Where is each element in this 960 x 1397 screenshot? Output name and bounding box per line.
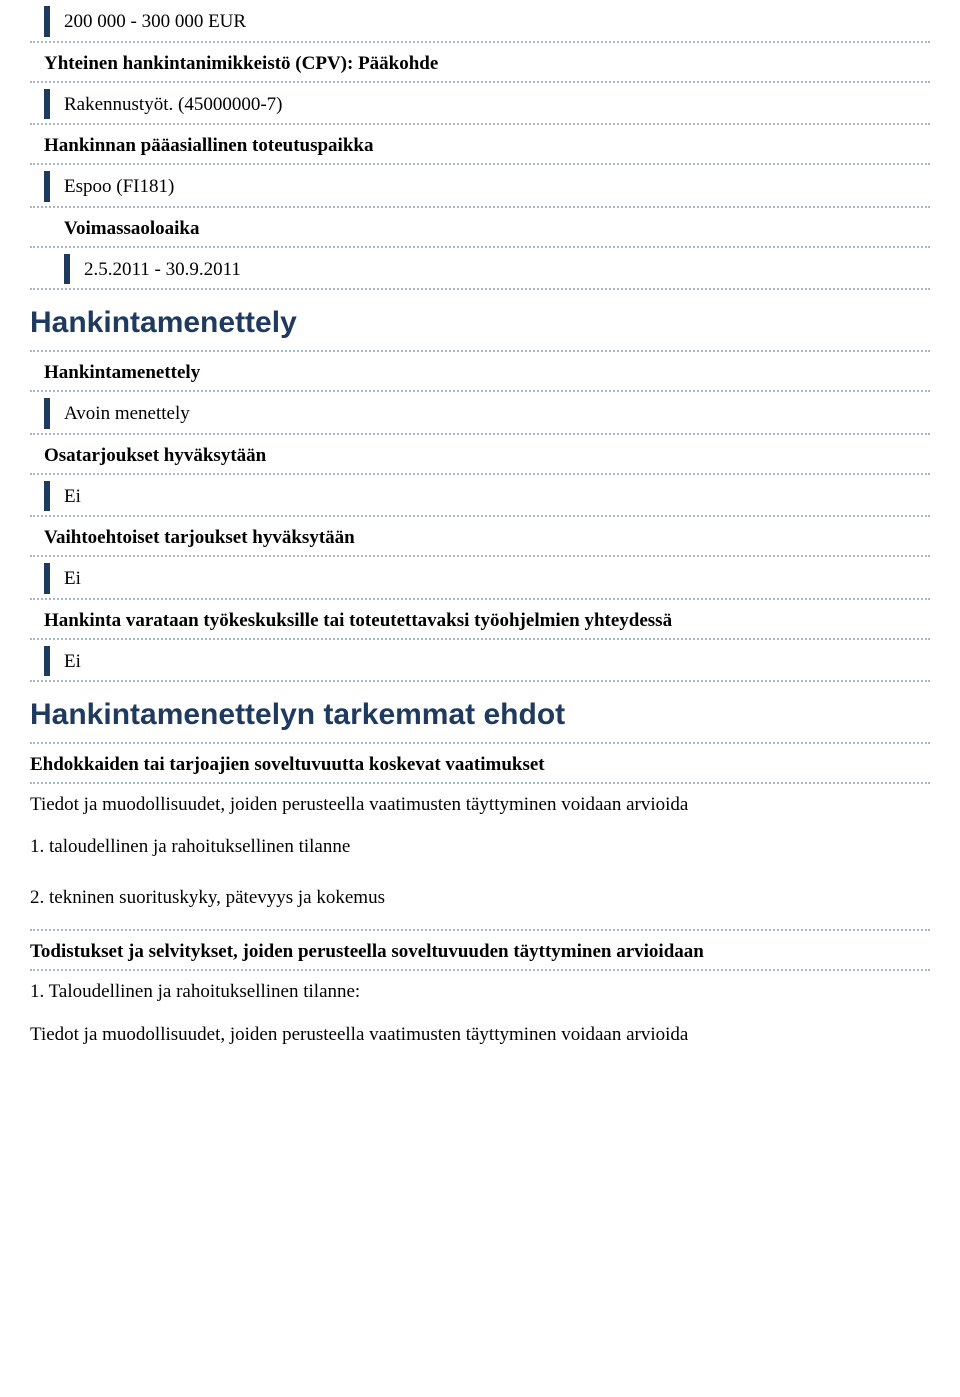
- vertical-bar-icon: [44, 89, 50, 120]
- list-item-2-row: 2. tekninen suorituskyky, pätevyys ja ko…: [30, 869, 930, 931]
- alt-label-row: Vaihtoehtoiset tarjoukset hyväksytään: [30, 517, 930, 557]
- alt-value-row: Ei: [30, 557, 930, 600]
- certs-label-row: Todistukset ja selvitykset, joiden perus…: [30, 931, 930, 971]
- procedure-label: Hankintamenettely: [44, 362, 200, 383]
- validity-label-row: Voimassaoloaika: [30, 208, 930, 248]
- location-value: Espoo (FI181): [64, 171, 930, 202]
- vertical-bar-icon: [44, 646, 50, 677]
- vertical-bar-icon: [44, 398, 50, 429]
- info-line: Tiedot ja muodollisuudet, joiden peruste…: [30, 784, 930, 826]
- list-item-1: 1. taloudellinen ja rahoituksellinen til…: [30, 826, 930, 868]
- partial-label-row: Osatarjoukset hyväksytään: [30, 435, 930, 475]
- cert-item-1: 1. Taloudellinen ja rahoituksellinen til…: [30, 971, 930, 1013]
- vertical-bar-icon: [64, 254, 70, 285]
- reserved-label-row: Hankinta varataan työkeskuksille tai tot…: [30, 600, 930, 640]
- validity-label: Voimassaoloaika: [64, 218, 200, 239]
- section-title-detailed: Hankintamenettelyn tarkemmat ehdot: [30, 690, 930, 736]
- location-label: Hankinnan pääasiallinen toteutuspaikka: [44, 135, 373, 156]
- validity-value: 2.5.2011 - 30.9.2011: [84, 254, 930, 285]
- alt-value: Ei: [64, 563, 930, 594]
- validity-value-row: 2.5.2011 - 30.9.2011: [30, 248, 930, 291]
- candidates-label-row: Ehdokkaiden tai tarjoajien soveltuvuutta…: [30, 744, 930, 784]
- list-item-2: 2. tekninen suorituskyky, pätevyys ja ko…: [30, 877, 930, 923]
- section-title-procurement: Hankintamenettely: [30, 298, 930, 344]
- partial-label: Osatarjoukset hyväksytään: [44, 445, 266, 466]
- cert-info-line: Tiedot ja muodollisuudet, joiden peruste…: [30, 1014, 930, 1056]
- reserved-value-row: Ei: [30, 640, 930, 683]
- alt-label: Vaihtoehtoiset tarjoukset hyväksytään: [44, 527, 355, 548]
- partial-value-row: Ei: [30, 475, 930, 518]
- candidates-label: Ehdokkaiden tai tarjoajien soveltuvuutta…: [30, 754, 545, 775]
- procedure-value: Avoin menettely: [64, 398, 930, 429]
- certs-label: Todistukset ja selvitykset, joiden perus…: [30, 941, 704, 962]
- partial-value: Ei: [64, 481, 930, 512]
- procedure-label-row: Hankintamenettely: [30, 352, 930, 392]
- vertical-bar-icon: [44, 481, 50, 512]
- cpv-value: Rakennustyöt. (45000000-7): [64, 89, 930, 120]
- cpv-label: Yhteinen hankintanimikkeistö (CPV): Pääk…: [44, 53, 438, 74]
- procedure-value-row: Avoin menettely: [30, 392, 930, 435]
- reserved-value: Ei: [64, 646, 930, 677]
- price-range-row: 200 000 - 300 000 EUR: [30, 0, 930, 43]
- cpv-label-row: Yhteinen hankintanimikkeistö (CPV): Pääk…: [30, 43, 930, 83]
- price-range-value: 200 000 - 300 000 EUR: [64, 6, 930, 37]
- location-value-row: Espoo (FI181): [30, 165, 930, 208]
- section-detailed-terms: Hankintamenettelyn tarkemmat ehdot: [30, 682, 930, 744]
- reserved-label: Hankinta varataan työkeskuksille tai tot…: [44, 610, 672, 631]
- vertical-bar-icon: [44, 563, 50, 594]
- section-procurement: Hankintamenettely: [30, 290, 930, 352]
- location-label-row: Hankinnan pääasiallinen toteutuspaikka: [30, 125, 930, 165]
- cpv-value-row: Rakennustyöt. (45000000-7): [30, 83, 930, 126]
- vertical-bar-icon: [44, 6, 50, 37]
- vertical-bar-icon: [44, 171, 50, 202]
